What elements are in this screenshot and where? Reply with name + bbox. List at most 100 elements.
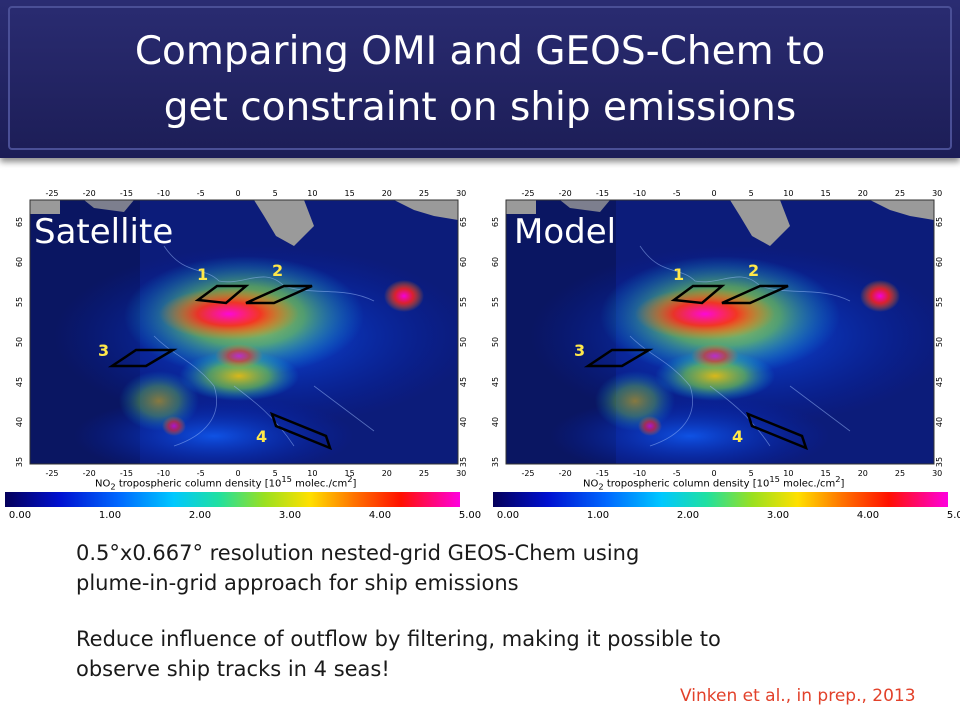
title-bar: Comparing OMI and GEOS-Chem to get const…: [0, 0, 960, 158]
lat-tick-label: 60: [491, 257, 500, 267]
region-4-label: 4: [256, 427, 267, 446]
title-line-2: get constraint on ship emissions: [163, 85, 797, 130]
lat-tick-label: 60: [935, 257, 944, 267]
lat-tick-label: 65: [491, 217, 500, 227]
lon-tick-label: 0: [711, 469, 716, 478]
lon-tick-label: 20: [382, 469, 392, 478]
lon-tick-label: 25: [419, 469, 429, 478]
panel-label: Satellite: [34, 212, 174, 252]
lon-tick-label: 15: [345, 469, 355, 478]
lat-tick-label: 40: [15, 417, 24, 427]
lat-tick-label: 65: [459, 217, 468, 227]
lon-tick-label: 15: [345, 189, 355, 198]
paragraph-1-line-2: plume-in-grid approach for ship emission…: [76, 571, 519, 595]
colorbar-tick-label: 5.00: [458, 510, 482, 521]
lon-tick-label: 20: [382, 189, 392, 198]
lon-tick-label: -15: [120, 189, 133, 198]
lon-tick-label: 10: [783, 189, 793, 198]
colorbar-title: NO2 tropospheric column density [1015 mo…: [95, 474, 357, 492]
colorbar-tick-label: 1.00: [586, 510, 610, 521]
region-1-box: [194, 284, 250, 305]
region-2-box: [721, 284, 789, 305]
lat-tick-label: 50: [15, 337, 24, 347]
lon-tick-label: -15: [120, 469, 133, 478]
lon-tick-label: -15: [596, 189, 609, 198]
lon-tick-label: 30: [932, 469, 942, 478]
lat-tick-label: 65: [15, 217, 24, 227]
lat-tick-label: 55: [15, 297, 24, 307]
lon-tick-label: -20: [83, 189, 96, 198]
lon-tick-label: 15: [821, 189, 831, 198]
region-3-box: [107, 348, 178, 368]
resolution-paragraph: 0.5°x0.667° resolution nested-grid GEOS-…: [76, 538, 639, 598]
colorbar-tick-label: 2.00: [188, 510, 212, 521]
colorbar-tick-label: 3.00: [278, 510, 302, 521]
lat-tick-label: 40: [935, 417, 944, 427]
lat-tick-label: 65: [935, 217, 944, 227]
region-2-box: [245, 284, 313, 305]
lon-tick-label: 5: [749, 469, 754, 478]
region-1-label: 1: [197, 265, 208, 284]
lon-tick-label: 10: [307, 469, 317, 478]
lat-tick-label: 45: [15, 377, 24, 387]
colorbar-tick-label: 2.00: [676, 510, 700, 521]
region-4-label: 4: [732, 427, 743, 446]
lat-tick-label: 35: [15, 457, 24, 467]
lon-tick-label: 25: [895, 189, 905, 198]
lon-tick-label: -5: [197, 469, 205, 478]
colorbar-tick-label: 4.00: [368, 510, 392, 521]
lat-tick-label: 45: [459, 377, 468, 387]
lon-tick-label: 5: [273, 189, 278, 198]
lon-tick-label: -25: [521, 469, 534, 478]
region-2-label: 2: [748, 261, 759, 280]
lon-tick-label: -5: [673, 469, 681, 478]
colorbar-gradient: [5, 492, 460, 507]
lon-tick-label: 20: [858, 189, 868, 198]
lat-tick-label: 50: [459, 337, 468, 347]
lat-tick-label: 35: [491, 457, 500, 467]
colorbar-tick-label: 3.00: [766, 510, 790, 521]
model-map-panel: -25 -25 -20 -20 -15 -15 -10 -10 -5 -5 0 0 5 5 10 10 15 15…: [490, 186, 950, 486]
map-plot-area: [30, 200, 458, 464]
lat-tick-label: 50: [935, 337, 944, 347]
satellite-map-panel: -25 -25 -20 -20 -15 -15 -10 -10 -5 -5 0 0 5 5 10 10 15 15…: [14, 186, 474, 486]
lon-tick-label: 5: [749, 189, 754, 198]
lat-tick-label: 55: [491, 297, 500, 307]
lat-tick-label: 45: [491, 377, 500, 387]
lon-tick-label: -15: [596, 469, 609, 478]
lat-tick-label: 50: [491, 337, 500, 347]
lat-tick-label: 35: [935, 457, 944, 467]
lon-tick-label: 0: [235, 189, 240, 198]
ship-tracks-paragraph: Reduce influence of outflow by filtering…: [76, 624, 721, 684]
lat-tick-label: 60: [459, 257, 468, 267]
citation: Vinken et al., in prep., 2013: [680, 686, 916, 706]
title-line-1: Comparing OMI and GEOS-Chem to: [134, 29, 826, 74]
region-3-label: 3: [98, 341, 109, 360]
lat-tick-label: 35: [459, 457, 468, 467]
colorbar-title: NO2 tropospheric column density [1015 mo…: [583, 474, 845, 492]
lon-tick-label: -20: [559, 189, 572, 198]
lon-tick-label: 25: [895, 469, 905, 478]
lon-tick-label: -20: [83, 469, 96, 478]
lon-tick-label: 10: [783, 469, 793, 478]
lon-tick-label: 5: [273, 469, 278, 478]
region-2-label: 2: [272, 261, 283, 280]
lon-tick-label: 0: [711, 189, 716, 198]
colorbar-gradient: [493, 492, 948, 507]
colorbar-tick-label: 0.00: [496, 510, 520, 521]
no2-map: -25-25-20-20-15-15-10-10-5-5005510101515…: [14, 186, 474, 486]
lon-tick-label: -10: [157, 469, 170, 478]
paragraph-2-line-2: observe ship tracks in 4 seas!: [76, 657, 390, 681]
lon-tick-label: 15: [821, 469, 831, 478]
region-1-box: [670, 284, 726, 305]
lon-tick-label: -10: [157, 189, 170, 198]
lon-tick-label: -10: [633, 469, 646, 478]
region-1-label: 1: [673, 265, 684, 284]
lon-tick-label: -10: [633, 189, 646, 198]
panel-label: Model: [514, 212, 617, 252]
region-4-box: [745, 411, 809, 451]
lat-tick-label: 45: [935, 377, 944, 387]
lon-tick-label: 30: [456, 189, 466, 198]
lon-tick-label: -25: [45, 189, 58, 198]
colorbar-tick-label: 4.00: [856, 510, 880, 521]
